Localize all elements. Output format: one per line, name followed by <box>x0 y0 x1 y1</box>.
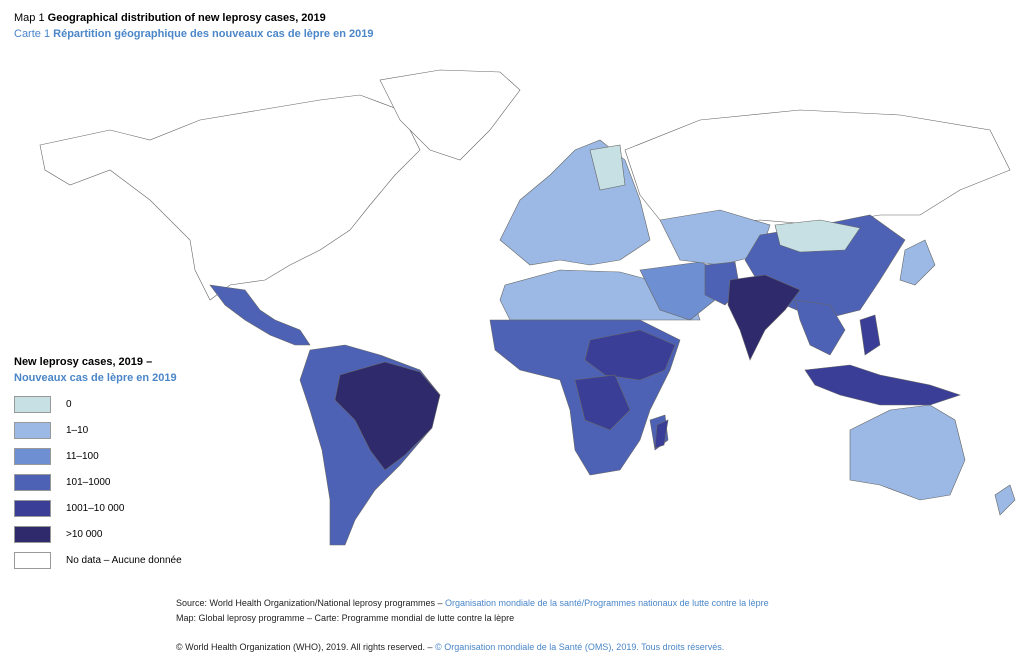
map-title-fr: Répartition géographique des nouveaux ca… <box>53 28 374 40</box>
legend-swatch <box>14 500 51 517</box>
legend-item: 0 <box>14 396 214 414</box>
legend-label: >10 000 <box>66 529 103 540</box>
map-label-fr: Carte 1 <box>14 28 51 40</box>
legend-swatch <box>14 422 51 439</box>
legend-label: No data – Aucune donnée <box>66 555 182 566</box>
legend-swatch <box>14 448 51 465</box>
legend-label: 1001–10 000 <box>66 503 125 514</box>
region <box>574 374 631 431</box>
source: Source: World Health Organization/Nation… <box>176 598 443 608</box>
legend-title-fr: Nouveaux cas de lèpre en 2019 <box>14 372 177 384</box>
legend-item: 11–100 <box>14 448 214 466</box>
map-label: Map 1 <box>14 12 45 24</box>
region <box>589 144 626 191</box>
region <box>39 94 421 301</box>
region <box>849 404 966 501</box>
map-credit: Map: Global leprosy programme – Carte: P… <box>176 613 515 623</box>
region <box>774 219 861 253</box>
copyright-fr: © Organisation mondiale de la Santé (OMS… <box>435 642 725 652</box>
legend-label: 11–100 <box>66 451 99 462</box>
source-fr: Organisation mondiale de la santé/Progra… <box>444 598 769 608</box>
region <box>209 284 311 346</box>
region <box>859 314 881 356</box>
region <box>584 329 676 381</box>
world-map <box>39 69 1016 546</box>
region <box>624 109 1011 226</box>
legend-label: 101–1000 <box>66 477 111 488</box>
legend-swatch <box>14 526 51 543</box>
legend-swatch <box>14 552 51 569</box>
legend-title: New leprosy cases, 2019 – <box>14 356 153 368</box>
region <box>499 139 651 266</box>
copyright-line: © World Health Organization (WHO), 2019.… <box>176 642 724 652</box>
region <box>994 484 1016 516</box>
region <box>379 69 521 161</box>
legend-label: 1–10 <box>66 425 89 436</box>
title-line: Map 1 Geographical distribution of new l… <box>14 12 326 24</box>
legend: New leprosy cases, 2019 – Nouveaux cas d… <box>14 356 182 569</box>
copyright: © World Health Organization (WHO), 2019.… <box>176 642 433 652</box>
legend-item: 101–1000 <box>14 474 214 492</box>
title-line-fr: Carte 1 Répartition géographique des nou… <box>14 28 373 40</box>
region <box>794 299 846 356</box>
legend-label: 0 <box>66 399 72 410</box>
legend-item: 1–10 <box>14 422 214 440</box>
region <box>899 239 936 286</box>
legend-swatch <box>14 474 51 491</box>
region <box>804 364 961 406</box>
map-title: Geographical distribution of new leprosy… <box>47 12 326 24</box>
legend-item: >10 000 <box>14 526 214 544</box>
region <box>727 274 801 361</box>
region <box>334 361 441 471</box>
region <box>654 419 669 449</box>
legend-swatch <box>14 396 51 413</box>
legend-item: 1001–10 000 <box>14 500 214 518</box>
source-line: Source: World Health Organization/Nation… <box>176 598 769 608</box>
legend-item: No data – Aucune donnée <box>14 552 214 570</box>
